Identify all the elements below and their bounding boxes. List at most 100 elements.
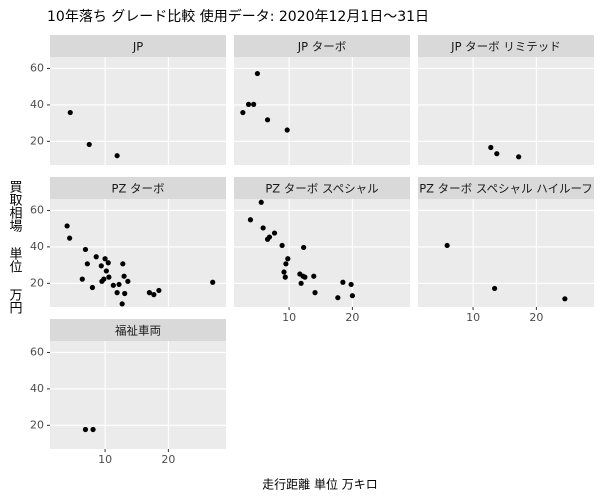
point [245, 101, 252, 107]
strip-label: JP [132, 40, 143, 54]
y-tick-label: 40 [30, 382, 44, 395]
panel-background [50, 57, 226, 165]
point [106, 274, 112, 280]
strip-background [234, 177, 410, 199]
chart-title: 10年落ち グレード比較 使用データ: 2020年12月1日～31日 [47, 8, 429, 25]
point [335, 295, 341, 301]
point [516, 154, 522, 160]
point [283, 261, 289, 267]
y-tick-label: 60 [30, 203, 44, 216]
x-tick-label: 20 [161, 453, 175, 466]
point [90, 426, 96, 433]
point [116, 281, 122, 288]
point [210, 279, 216, 285]
y-tick-label: 40 [30, 98, 44, 111]
point [121, 273, 127, 279]
y-tick-label: 20 [30, 276, 44, 289]
point [67, 109, 73, 116]
point [260, 225, 266, 231]
strip-background [50, 319, 226, 341]
point [251, 101, 257, 107]
y-tick-label: 20 [30, 134, 44, 147]
strip-label: 福祉車両 [115, 324, 161, 338]
point [281, 269, 287, 275]
strip-background [234, 35, 410, 57]
point [79, 276, 85, 282]
point [93, 254, 99, 260]
point [84, 261, 90, 267]
point [98, 263, 104, 269]
y-tick-label: 40 [30, 240, 44, 253]
point [247, 217, 254, 223]
point [114, 153, 120, 159]
point [119, 301, 125, 307]
point [156, 287, 162, 294]
point [494, 151, 500, 157]
point [311, 273, 317, 279]
x-tick-label: 20 [529, 311, 543, 324]
point [301, 244, 307, 251]
point [103, 268, 109, 274]
point [562, 296, 568, 302]
point [101, 276, 107, 282]
strip-label: JP ターボ リミテッド [450, 40, 561, 54]
point [492, 285, 498, 292]
point [279, 242, 285, 249]
point [282, 274, 288, 280]
point [444, 242, 450, 249]
y-axis-label: 買取相場 単位 万円 [7, 180, 23, 314]
panel-background [234, 57, 410, 165]
point [266, 234, 273, 240]
panel-background [50, 341, 226, 449]
strip-label: PZ ターボ スペシャル [265, 182, 378, 196]
point [125, 278, 131, 284]
point [312, 290, 318, 296]
point [89, 284, 96, 291]
point [264, 117, 271, 123]
point [120, 261, 126, 267]
point [285, 256, 291, 262]
point [86, 141, 92, 148]
panel-background [234, 199, 410, 307]
strip-label: PZ ターボ [112, 182, 165, 196]
point [82, 246, 89, 253]
strip-label: PZ ターボ スペシャル ハイルーフ [419, 182, 593, 196]
panel-background [50, 199, 226, 307]
x-tick-label: 20 [345, 311, 359, 324]
x-tick-label: 10 [98, 453, 112, 466]
point [258, 199, 264, 205]
point [240, 109, 246, 116]
point [298, 280, 304, 286]
strip-background [418, 177, 594, 199]
y-tick-label: 20 [30, 418, 44, 431]
y-tick-label: 60 [30, 61, 44, 74]
point [67, 235, 73, 241]
strip-label: JP ターボ [297, 40, 346, 54]
x-axis-label: 走行距離 単位 万キロ [262, 477, 378, 492]
point [82, 426, 89, 433]
point [146, 290, 152, 296]
y-tick-label: 60 [30, 345, 44, 358]
point [64, 223, 70, 229]
point [302, 274, 308, 280]
point [284, 127, 290, 133]
strip-background [50, 35, 226, 57]
point [271, 230, 278, 236]
strip-background [50, 177, 226, 199]
panel-background [418, 199, 594, 307]
point [151, 292, 157, 298]
point [254, 70, 261, 77]
x-tick-label: 10 [466, 311, 480, 324]
point [122, 290, 128, 297]
point [340, 279, 346, 285]
point [114, 290, 120, 296]
point [349, 293, 355, 299]
x-tick-label: 10 [282, 311, 296, 324]
point [102, 256, 108, 262]
point [488, 144, 494, 151]
point [110, 282, 116, 288]
point [105, 260, 111, 266]
point [348, 281, 354, 288]
